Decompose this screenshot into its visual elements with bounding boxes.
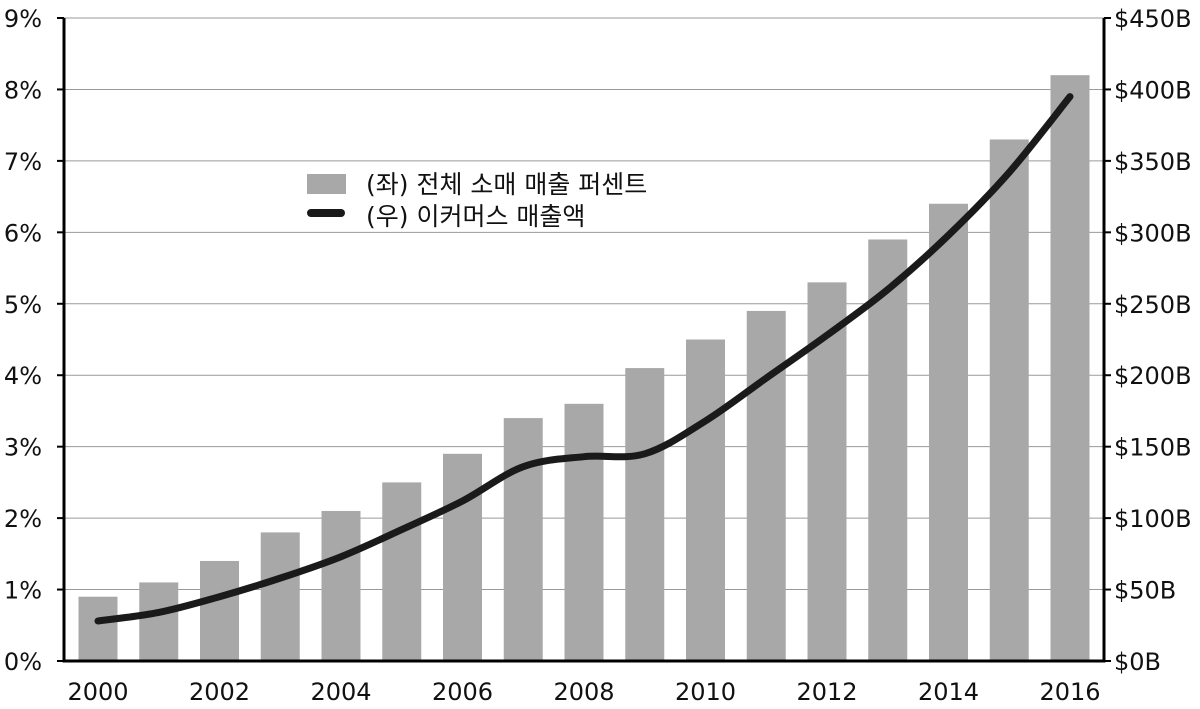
bar-2004 [321, 510, 361, 661]
line-point-2015 [1008, 171, 1010, 173]
line-point-2011 [765, 377, 767, 379]
right-tick-label: $250B [1114, 291, 1192, 319]
axes [62, 18, 1106, 663]
right-tick-label: $0B [1114, 648, 1161, 676]
x-tick-label: 2016 [1039, 678, 1100, 706]
right-tick-label: $300B [1114, 219, 1192, 247]
line-series [94, 93, 1074, 625]
line-point-2014 [948, 234, 949, 236]
left-tick-label: 9% [4, 5, 42, 33]
right-tick-label: $100B [1114, 505, 1192, 533]
left-tick-label: 2% [4, 505, 42, 533]
bar-2011 [746, 310, 786, 661]
x-tick-label: 2012 [796, 678, 857, 706]
x-tick-label: 2002 [189, 678, 250, 706]
right-tick-label: $400B [1114, 76, 1192, 104]
right-tick-label: $450B [1114, 5, 1192, 33]
right-axis-ticks: $0B $50B $100B $150B $200B $250B $300B $350B $40… [1104, 5, 1192, 676]
x-tick-label: 2006 [432, 678, 493, 706]
left-axis-ticks: 0% 1% 2% 3% 4% 5% 6% 7% 8% 9% [4, 5, 64, 676]
bar-series [78, 75, 1090, 661]
x-tick-label: 2010 [675, 678, 736, 706]
right-tick-label: $50B [1114, 577, 1176, 605]
line-point-2010 [705, 420, 706, 422]
bar-2016 [1050, 75, 1090, 661]
bar-2003 [260, 532, 300, 661]
left-tick-label: 0% [4, 648, 42, 676]
line-point-2004 [340, 556, 342, 558]
left-tick-label: 7% [4, 148, 42, 176]
line-point-2007 [522, 466, 524, 468]
line-point-2003 [279, 577, 281, 579]
left-tick-label: 3% [4, 434, 42, 462]
line-point-2005 [401, 529, 403, 531]
x-tick-label: 2014 [918, 678, 979, 706]
x-tick-label: 2000 [67, 678, 128, 706]
bar-2009 [625, 368, 665, 661]
bar-2002 [200, 560, 239, 661]
bar-2008 [564, 403, 604, 661]
left-tick-label: 5% [4, 291, 42, 319]
bar-2010 [686, 339, 725, 661]
bar-2013 [868, 239, 908, 661]
bar-2000 [78, 596, 118, 661]
line-point-2016 [1069, 96, 1071, 98]
line-point-2002 [219, 596, 220, 598]
left-tick-label: 4% [4, 362, 42, 390]
line-point-2012 [826, 334, 828, 336]
bar-2005 [382, 482, 422, 661]
legend-line-label: (우) 이커머스 매출액 [366, 202, 585, 231]
legend: (좌) 전체 소매 매출 퍼센트 (우) 이커머스 매출액 [307, 170, 647, 231]
right-tick-label: $350B [1114, 148, 1192, 176]
legend-bar-swatch [307, 174, 346, 194]
left-tick-label: 1% [4, 577, 42, 605]
left-tick-label: 8% [4, 76, 42, 104]
bar-2001 [139, 582, 179, 661]
grid-lines [64, 17, 1104, 591]
bar-2014 [929, 203, 968, 661]
legend-bar-label: (좌) 전체 소매 매출 퍼센트 [366, 170, 647, 199]
line-point-2000 [97, 620, 99, 622]
x-axis-ticks: 2000 2002 2004 2006 2008 2010 2012 2014 2016 [67, 678, 1100, 706]
line-point-2006 [462, 500, 463, 502]
line-point-2009 [644, 453, 646, 455]
bar-2015 [989, 139, 1029, 661]
bar-2006 [443, 453, 482, 661]
line-point-2008 [583, 456, 585, 458]
x-tick-label: 2008 [553, 678, 614, 706]
x-tick-label: 2004 [310, 678, 371, 706]
line-point-2001 [158, 611, 160, 613]
line-point-2013 [887, 288, 889, 290]
bar-2007 [503, 418, 543, 661]
left-tick-label: 6% [4, 219, 42, 247]
right-tick-label: $150B [1114, 434, 1192, 462]
right-tick-label: $200B [1114, 362, 1192, 390]
